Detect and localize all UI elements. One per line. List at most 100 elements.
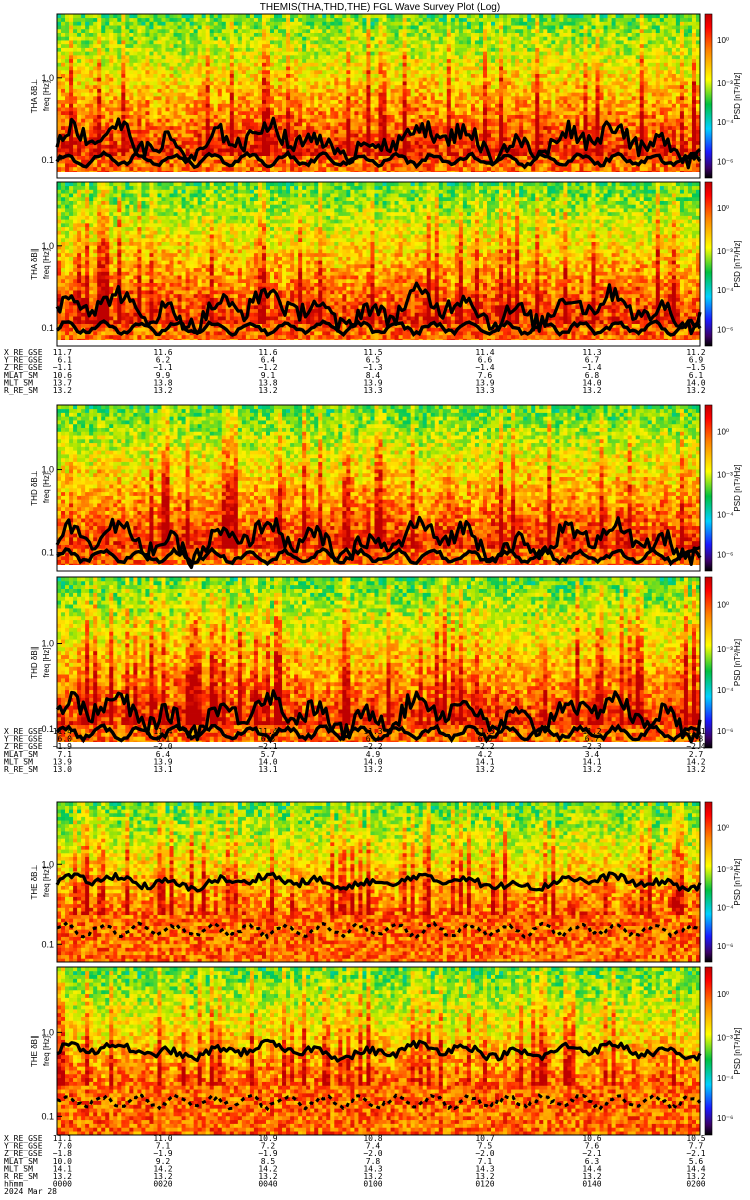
- wave-peak-line-upper: [55, 871, 702, 893]
- ephemeris-value: 11.2: [582, 727, 601, 736]
- panel-frame: [56, 966, 701, 1136]
- colorbar-tick-label: 10⁻⁴: [717, 686, 734, 695]
- y-axis-label: freq [Hz]: [42, 473, 51, 503]
- y-tick-label: 1.0: [41, 73, 54, 83]
- colorbar-tick-label: 10⁻⁶: [717, 1114, 733, 1123]
- ephemeris-value: −2.3: [582, 742, 601, 751]
- colorbar-tick-label: 10⁻⁶: [717, 550, 733, 559]
- ephemeris-value: 13.2: [258, 1172, 277, 1181]
- ephemeris-row-name: Z_RE_GSE: [4, 363, 43, 372]
- y-axis-label: freq [Hz]: [42, 867, 51, 897]
- ephemeris-value: 11.4: [153, 727, 172, 736]
- colorbar-tick-label: 10⁻³: [717, 247, 733, 256]
- ephemeris-value: −2.4: [686, 742, 705, 751]
- ephemeris-row-name: Z_RE_GSE: [4, 1149, 43, 1158]
- spectrogram-panel-5: 1.0 0.1 THE δB⊥ freq [Hz] 10⁰ 10⁻³ 10⁻⁴ 10⁻⁶ PSD…: [30, 801, 742, 963]
- wave-peak-line-lower: [56, 1092, 702, 1112]
- colorbar-scale: [704, 801, 713, 963]
- spectrogram-panel-6: 1.0 0.1 THE δB∥ freq [Hz] 10⁰ 10⁻³ 10⁻⁴ 10⁻⁶ PSD…: [30, 966, 742, 1136]
- ephemeris-value: 14.3: [363, 1164, 382, 1173]
- colorbar: 10⁰ 10⁻³ 10⁻⁴ 10⁻⁶ PSD [nT²/Hz]: [704, 801, 742, 963]
- y-tick-label: 1.0: [41, 1027, 54, 1037]
- ephemeris-value: 13.2: [153, 1172, 172, 1181]
- ephemeris-value: 13.1: [258, 765, 277, 774]
- wave-peak-line-lower: [55, 149, 702, 170]
- panel-label: THA δB∥: [30, 248, 39, 280]
- ephemeris-value: 6.6: [478, 356, 493, 365]
- ephemeris-value: 14.1: [475, 757, 494, 766]
- spectrogram-heatmap: [57, 14, 701, 179]
- colorbar-tick-label: 10⁻⁴: [717, 286, 734, 295]
- ephemeris-value: 8.5: [261, 1157, 276, 1166]
- ephemeris-value: −1.9: [53, 742, 72, 751]
- time-tick-label: 0140: [582, 1180, 601, 1189]
- y-tick-label: 0.1: [41, 155, 54, 165]
- ephemeris-value: −1.9: [258, 1149, 277, 1158]
- ephemeris-value: 11.5: [363, 348, 382, 357]
- ephemeris-value: 13.2: [686, 1172, 705, 1181]
- spectrogram-panel-3: 1.0 0.1 THD δB⊥ freq [Hz] 10⁰ 10⁻³ 10⁻⁴ 10⁻⁶ PSD…: [30, 404, 742, 572]
- ephemeris-value: 13.3: [475, 386, 494, 395]
- time-tick-label: 0040: [258, 1180, 277, 1189]
- colorbar-label: PSD [nT²/Hz]: [733, 858, 742, 905]
- ephemeris-value: −1.5: [686, 363, 705, 372]
- y-axis-label: freq [Hz]: [42, 249, 51, 279]
- colorbar-tick-label: 10⁰: [717, 204, 729, 213]
- ephemeris-value: 6.5: [366, 356, 381, 365]
- colorbar-tick-label: 10⁰: [717, 600, 729, 609]
- panel-frame: [56, 13, 701, 179]
- ephemeris-value: 6.4: [156, 750, 171, 759]
- ephemeris-row-name: X_RE_GSE: [4, 1134, 43, 1143]
- ephemeris-value: 6.2: [156, 356, 171, 365]
- ephemeris-value: 11.6: [258, 348, 277, 357]
- ephemeris-value: 8.4: [366, 371, 381, 380]
- ephemeris-row-name: R_RE_SM: [4, 1172, 38, 1181]
- ephemeris-value: 11.7: [53, 348, 72, 357]
- ephemeris-value: 10.7: [475, 1134, 494, 1143]
- y-tick-label: 0.1: [41, 939, 54, 949]
- ephemeris-value: 11.6: [153, 348, 172, 357]
- ephemeris-value: −1.3: [363, 363, 382, 372]
- ephemeris-value: 6.9: [689, 356, 704, 365]
- spectrogram-panel-2: 1.0 0.1 THA δB∥ freq [Hz] 10⁰ 10⁻³ 10⁻⁴ 10⁻⁶ PSD…: [30, 181, 742, 347]
- ephemeris-row-name: R_RE_SM: [4, 765, 38, 774]
- spectrogram-panel-4: 1.0 0.1 THD δB∥ freq [Hz] 10⁰ 10⁻³ 10⁻⁴ 10⁻⁶ PSD…: [30, 576, 742, 749]
- spectrogram-panel-1: 1.0 0.1 THA δB⊥ freq [Hz] 10⁰ 10⁻³ 10⁻⁴ 10⁻⁶ PSD…: [30, 13, 742, 179]
- ephemeris-value: 13.2: [582, 1172, 601, 1181]
- ephemeris-value: 3.4: [585, 750, 600, 759]
- ephemeris-value: 13.8: [258, 378, 277, 387]
- ephemeris-value: 13.2: [582, 765, 601, 774]
- ephemeris-value: 5.7: [261, 750, 276, 759]
- ephemeris-value: 7.2: [261, 1142, 276, 1151]
- ephemeris-value: 11.2: [686, 348, 705, 357]
- wave-peak-line-upper: [55, 689, 702, 744]
- colorbar-label: PSD [nT²/Hz]: [733, 1027, 742, 1074]
- ephemeris-value: −1.1: [153, 363, 172, 372]
- ephemeris-value: 14.0: [582, 378, 601, 387]
- colorbar-tick-label: 10⁻³: [717, 865, 733, 874]
- ephemeris-value: 11.3: [475, 727, 494, 736]
- wave-peak-line-upper: [56, 1038, 702, 1063]
- ephemeris-value: 10.6: [53, 371, 72, 380]
- date-label: 2024 Mar 28: [4, 1187, 57, 1196]
- ephemeris-value: −2.0: [475, 1149, 494, 1158]
- ephemeris-value: 7.8: [366, 1157, 381, 1166]
- ephemeris-row-name: Y_RE_GSE: [4, 735, 43, 744]
- wave-peak-line-lower: [56, 920, 701, 940]
- ephemeris-value: 5.6: [689, 1157, 704, 1166]
- colorbar-tick-label: 10⁰: [717, 36, 729, 45]
- ephemeris-row-name: MLT_SM: [4, 757, 33, 766]
- ephemeris-value: 13.1: [153, 765, 172, 774]
- ephemeris-row-name: Y_RE_GSE: [4, 1142, 43, 1151]
- wave-peak-line-lower: [55, 318, 702, 338]
- panel-label: THD δB⊥: [30, 470, 39, 505]
- wave-peak-line-upper: [55, 281, 702, 336]
- y-tick-label: 1.0: [41, 465, 54, 475]
- ephemeris-value: −2.1: [582, 1149, 601, 1158]
- spectrogram-heatmap: [57, 967, 701, 1136]
- colorbar-tick-label: 10⁰: [717, 824, 729, 833]
- ephemeris-value: 14.4: [582, 1164, 601, 1173]
- ephemeris-value: 13.2: [582, 386, 601, 395]
- colorbar-tick-label: 10⁻³: [717, 79, 733, 88]
- ephemeris-value: 14.2: [258, 1164, 277, 1173]
